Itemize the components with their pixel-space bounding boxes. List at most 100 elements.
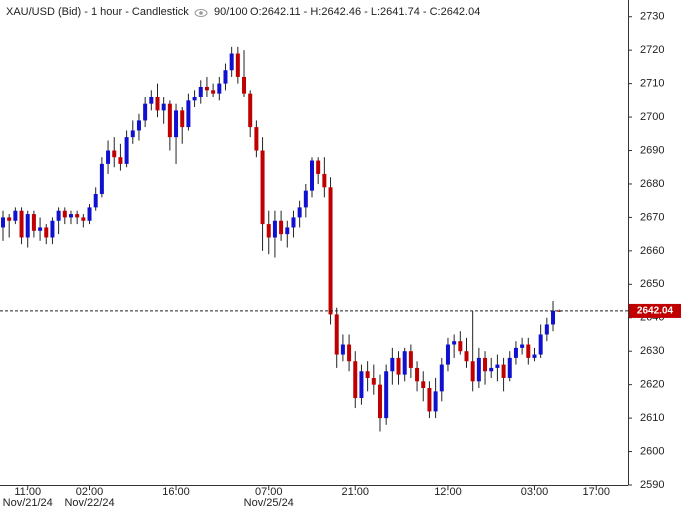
candle-body [353, 361, 358, 399]
candle-body [7, 217, 12, 221]
candle-body [198, 86, 203, 97]
candle-body [476, 357, 481, 382]
candle-body [266, 224, 271, 238]
candle-body [470, 361, 475, 382]
candle-body [81, 217, 86, 221]
candle-body [433, 391, 438, 412]
candle-body [464, 351, 469, 362]
candle-body [310, 160, 314, 191]
chart-title: XAU/USD (Bid) - 1 hour - Candlestick [6, 6, 189, 18]
candle-body [544, 324, 549, 335]
candle-body [415, 367, 420, 382]
y-tick-label: 2700 [640, 111, 664, 123]
candle-body [124, 137, 129, 164]
candle-body [328, 187, 333, 315]
x-tick-label: 21:00 [341, 486, 369, 498]
candle-body [340, 344, 345, 355]
candle-body [334, 314, 339, 355]
candle-body [538, 334, 543, 355]
candle-body [68, 214, 73, 218]
candle-body [396, 357, 401, 375]
candle-body [513, 347, 518, 358]
y-tick-label: 2600 [640, 445, 664, 457]
y-tick-label: 2710 [640, 78, 664, 90]
x-date-label: Nov/25/24 [244, 497, 294, 508]
candle-body [322, 173, 327, 188]
y-tick-label: 2590 [640, 479, 664, 491]
x-date-label: Nov/21/24 [3, 497, 53, 508]
candle-body [384, 371, 389, 419]
candle-body [408, 351, 413, 368]
candle-body [93, 194, 98, 208]
candle-body [501, 364, 506, 378]
candle-body [149, 97, 154, 104]
candle-body [223, 70, 228, 84]
candle-body [161, 103, 166, 111]
last-price-label: 2642.04 [637, 306, 674, 317]
candle-body [445, 344, 450, 365]
candle-body [260, 150, 265, 225]
candle-body [174, 110, 179, 138]
y-tick-label: 2670 [640, 211, 664, 223]
candle-body [19, 210, 24, 238]
candle-body [458, 341, 463, 352]
y-tick-label: 2630 [640, 345, 664, 357]
candle-body [285, 227, 290, 235]
y-tick-label: 2690 [640, 144, 664, 156]
x-date-label: Nov/22/24 [64, 497, 114, 508]
candle-body [56, 210, 61, 221]
candle-body [192, 97, 197, 101]
candle-body [112, 150, 117, 158]
candle-body [248, 93, 253, 128]
counter: 90/100 [214, 6, 248, 18]
candle-body [347, 344, 352, 362]
x-tick-label: 11:00 [14, 486, 41, 498]
candle-body [211, 90, 216, 94]
candle-body [254, 127, 259, 151]
y-tick-label: 2720 [640, 44, 664, 56]
candle-body [25, 214, 30, 238]
candle-body [551, 310, 556, 325]
candle-body [279, 220, 284, 235]
candle-body [291, 217, 296, 228]
candle-body [520, 344, 525, 348]
x-tick-label: 17:00 [583, 486, 611, 498]
candle-body [483, 357, 488, 372]
candle-body [316, 160, 321, 174]
candle-body [507, 357, 512, 378]
candle-body [421, 381, 426, 388]
candle-body [167, 103, 172, 138]
candle-body [130, 130, 135, 138]
candle-body [204, 86, 209, 91]
candle-body [402, 351, 407, 375]
candle-body [99, 163, 104, 194]
candle-body [489, 367, 494, 372]
eye-icon [194, 9, 208, 17]
y-tick-label: 2620 [640, 379, 664, 391]
y-tick-label: 2610 [640, 412, 664, 424]
candle-body [526, 344, 531, 358]
candle-body [532, 354, 537, 358]
candle-body [427, 388, 432, 412]
candle-body [297, 207, 302, 218]
y-tick-label: 2680 [640, 178, 664, 190]
y-tick-label: 2730 [640, 11, 664, 23]
x-tick-label: 16:00 [162, 486, 190, 498]
candle-body [371, 377, 376, 385]
candle-body [377, 384, 382, 419]
candle-body [38, 227, 43, 231]
candle-body [136, 120, 141, 131]
candle-body [180, 110, 185, 128]
ohlc-text: O:2642.11 - H:2642.46 - L:2641.74 - C:26… [250, 6, 480, 18]
x-tick-label: 07:00 [255, 486, 283, 498]
candle-body [87, 207, 92, 221]
candle-body [155, 97, 160, 111]
x-tick-label: 03:00 [521, 486, 549, 498]
candle-body [452, 341, 457, 345]
candle-body [186, 100, 191, 128]
candle-body [359, 371, 364, 399]
y-tick-label: 2660 [640, 245, 664, 257]
